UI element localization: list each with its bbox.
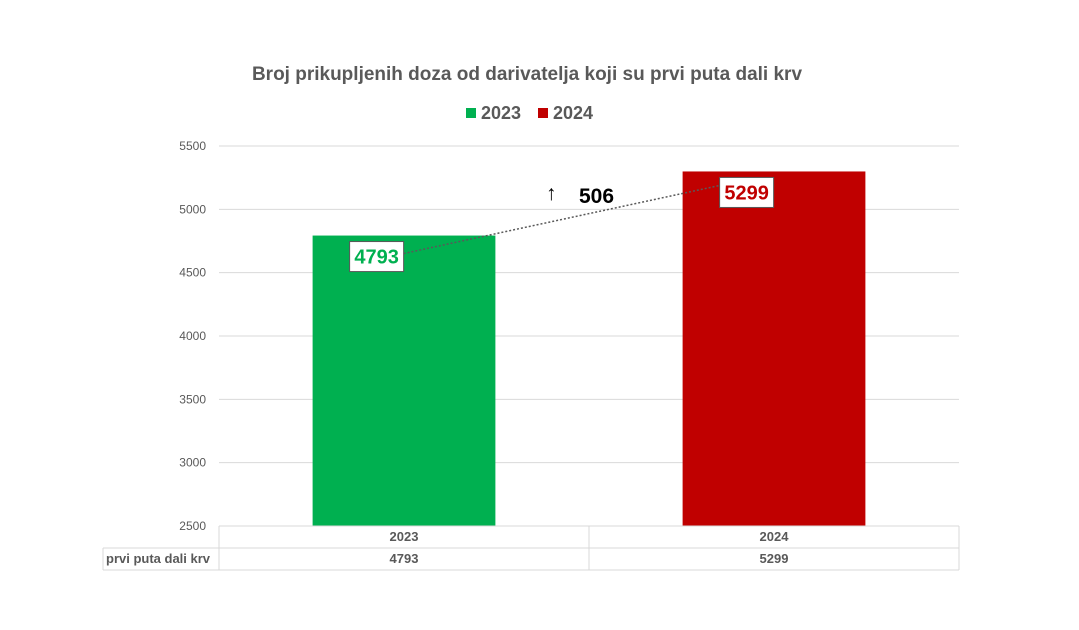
- legend-swatch-2023: [466, 108, 476, 118]
- y-tick-label: 2500: [179, 519, 206, 533]
- y-tick-label: 4500: [179, 266, 206, 280]
- y-tick-label: 3500: [179, 392, 206, 406]
- data-label-box: [719, 176, 775, 208]
- y-tick-label: 3000: [179, 456, 206, 470]
- y-axis-ticks: 2500 3000 3500 4000 4500 5000 5500: [179, 139, 206, 533]
- bars: [312, 171, 866, 526]
- bar-2024: [682, 171, 866, 526]
- y-tick-label: 5500: [179, 139, 206, 153]
- legend-label-2023: 2023: [481, 103, 521, 123]
- table-row-label: prvi puta dali krv: [106, 551, 211, 566]
- table-header-2024: 2024: [760, 529, 790, 544]
- chart-title: Broj prikupljenih doza od darivatelja ko…: [252, 64, 802, 85]
- difference-label: 506: [579, 185, 614, 208]
- bar-2023: [312, 235, 496, 526]
- up-arrow-icon: ↑: [546, 182, 557, 205]
- y-tick-label: 5000: [179, 202, 206, 216]
- data-table: 2023 2024 prvi puta dali krv 4793 5299: [102, 525, 960, 571]
- data-label-text: 5299: [724, 182, 769, 204]
- data-label-2024: 5299: [719, 176, 775, 208]
- data-label-box: [349, 241, 405, 273]
- data-label-text: 4793: [354, 247, 399, 269]
- y-tick-label: 4000: [179, 329, 206, 343]
- difference-annotation: ↑ 506: [546, 182, 614, 208]
- table-value-2023: 4793: [390, 551, 419, 566]
- table-header-2023: 2023: [390, 529, 419, 544]
- legend: 2023 2024: [466, 103, 593, 123]
- trend-line: [403, 184, 720, 255]
- data-labels: 4793 5299: [349, 176, 775, 273]
- legend-label-2024: 2024: [553, 103, 593, 123]
- table-value-2024: 5299: [760, 551, 789, 566]
- legend-swatch-2024: [538, 108, 548, 118]
- data-label-2023: 4793: [349, 241, 405, 273]
